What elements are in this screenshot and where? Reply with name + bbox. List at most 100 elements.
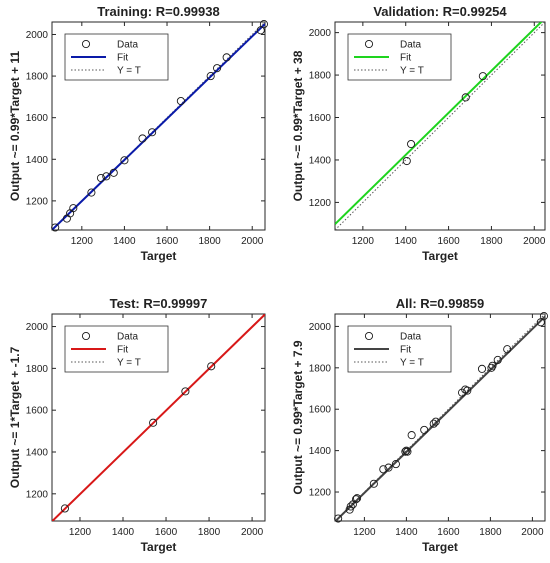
- y-axis-label: Output ~= 0.99*Target + 11: [8, 51, 22, 201]
- data-point: [60, 504, 69, 513]
- legend-entry-identity: Y = T: [117, 358, 141, 369]
- data-point: [120, 156, 129, 165]
- legend-entry-identity: Y = T: [117, 66, 141, 77]
- data-point: [407, 139, 416, 149]
- data-point: [536, 318, 545, 327]
- legend-entry-fit: Fit: [400, 345, 411, 356]
- data-point: [503, 345, 512, 354]
- x-tick-label: 1600: [156, 236, 179, 247]
- data-point: [181, 387, 190, 396]
- legend-data-marker: [81, 331, 91, 341]
- y-tick-label: 1800: [26, 364, 49, 375]
- y-tick-label: 1200: [309, 488, 332, 499]
- y-tick-label: 2000: [309, 28, 332, 39]
- x-tick-label: 1800: [198, 527, 221, 538]
- legend-entry-data: Data: [117, 40, 139, 51]
- y-tick-label: 1200: [26, 196, 49, 207]
- data-point: [346, 502, 355, 511]
- legend-data-marker: [364, 39, 374, 49]
- x-tick-label: 2000: [521, 527, 544, 538]
- data-point: [429, 419, 438, 428]
- data-point: [487, 363, 496, 372]
- fit-line: [335, 315, 545, 521]
- data-point: [176, 96, 185, 106]
- y-tick-label: 1800: [309, 71, 332, 82]
- data-point: [477, 364, 487, 373]
- legend-entry-data: Data: [400, 40, 422, 51]
- y-tick-label: 2000: [26, 30, 49, 41]
- data-point: [149, 418, 158, 427]
- data-point: [461, 385, 470, 394]
- data-point: [148, 128, 157, 137]
- data-point: [207, 362, 216, 371]
- y-tick-label: 1600: [26, 113, 49, 124]
- y-tick-label: 1200: [26, 489, 49, 500]
- chart-panel-3: 1200 1400 1600 1800 2000 1200 1400 1600 1800 2000…: [8, 296, 266, 554]
- legend-box: [64, 325, 169, 373]
- x-tick-label: 1400: [395, 236, 418, 247]
- x-axis-label: Target: [422, 249, 458, 263]
- data-point: [478, 72, 487, 81]
- data-point: [369, 479, 378, 488]
- fit-line: [335, 22, 543, 225]
- x-tick-label: 1800: [198, 236, 221, 247]
- x-tick-label: 1400: [112, 527, 135, 538]
- data-point: [222, 53, 231, 62]
- data-point: [138, 134, 147, 143]
- y-tick-label: 1800: [26, 72, 49, 83]
- data-point: [69, 204, 78, 213]
- data-point: [102, 172, 111, 181]
- legend-data-marker: [364, 331, 374, 341]
- y-tick-label: 1400: [309, 446, 332, 457]
- legend-data-marker: [81, 39, 91, 49]
- data-point: [402, 156, 411, 166]
- data-point: [259, 20, 268, 29]
- y-axis-label: Output ~= 0.99*Target + 7.9: [291, 340, 305, 494]
- y-tick-label: 1600: [309, 113, 332, 124]
- fit-line: [52, 23, 265, 230]
- y-tick-label: 1400: [26, 155, 49, 166]
- y-tick-label: 1200: [309, 198, 332, 209]
- y-tick-label: 1600: [26, 406, 49, 417]
- x-tick-label: 1600: [437, 236, 460, 247]
- legend-entry-data: Data: [400, 332, 422, 343]
- legend-entry-fit: Fit: [400, 53, 411, 64]
- data-point: [463, 386, 472, 395]
- legend-entry-data: Data: [117, 332, 139, 343]
- data-point: [379, 465, 388, 474]
- x-tick-label: 1800: [480, 236, 503, 247]
- y-tick-label: 2000: [309, 322, 332, 333]
- data-point: [206, 72, 215, 81]
- fit-line: [52, 314, 265, 521]
- x-axis-label: Target: [141, 540, 177, 554]
- chart-title: Training: R=0.99938: [97, 4, 219, 19]
- x-tick-label: 1600: [437, 527, 460, 538]
- x-tick-label: 1200: [353, 527, 376, 538]
- x-tick-label: 2000: [523, 236, 546, 247]
- y-tick-label: 1400: [26, 448, 49, 459]
- chart-title: Test: R=0.99997: [110, 296, 208, 311]
- data-point: [109, 168, 118, 177]
- data-point: [213, 64, 222, 73]
- data-point: [403, 447, 412, 456]
- x-axis-label: Target: [141, 249, 177, 263]
- data-point: [461, 93, 470, 102]
- x-tick-label: 1200: [71, 236, 94, 247]
- data-point: [384, 463, 393, 472]
- x-tick-label: 1800: [479, 527, 502, 538]
- data-point: [352, 494, 362, 503]
- data-point: [539, 312, 549, 321]
- legend-entry-identity: Y = T: [400, 66, 424, 77]
- legend-entry-fit: Fit: [117, 345, 128, 356]
- y-axis-label: Output ~= 0.99*Target + 38: [291, 50, 305, 201]
- chart-title: Validation: R=0.99254: [373, 4, 507, 19]
- data-point: [256, 26, 265, 35]
- legend-entry-identity: Y = T: [400, 358, 424, 369]
- x-tick-label: 1600: [155, 527, 178, 538]
- chart-panel-2: 1200 1400 1600 1800 2000 1200 1400 1600 1800 2000…: [291, 4, 546, 263]
- y-tick-label: 1400: [309, 155, 332, 166]
- data-point: [87, 188, 96, 197]
- x-axis-label: Target: [422, 540, 458, 554]
- legend-entry-fit: Fit: [117, 53, 128, 64]
